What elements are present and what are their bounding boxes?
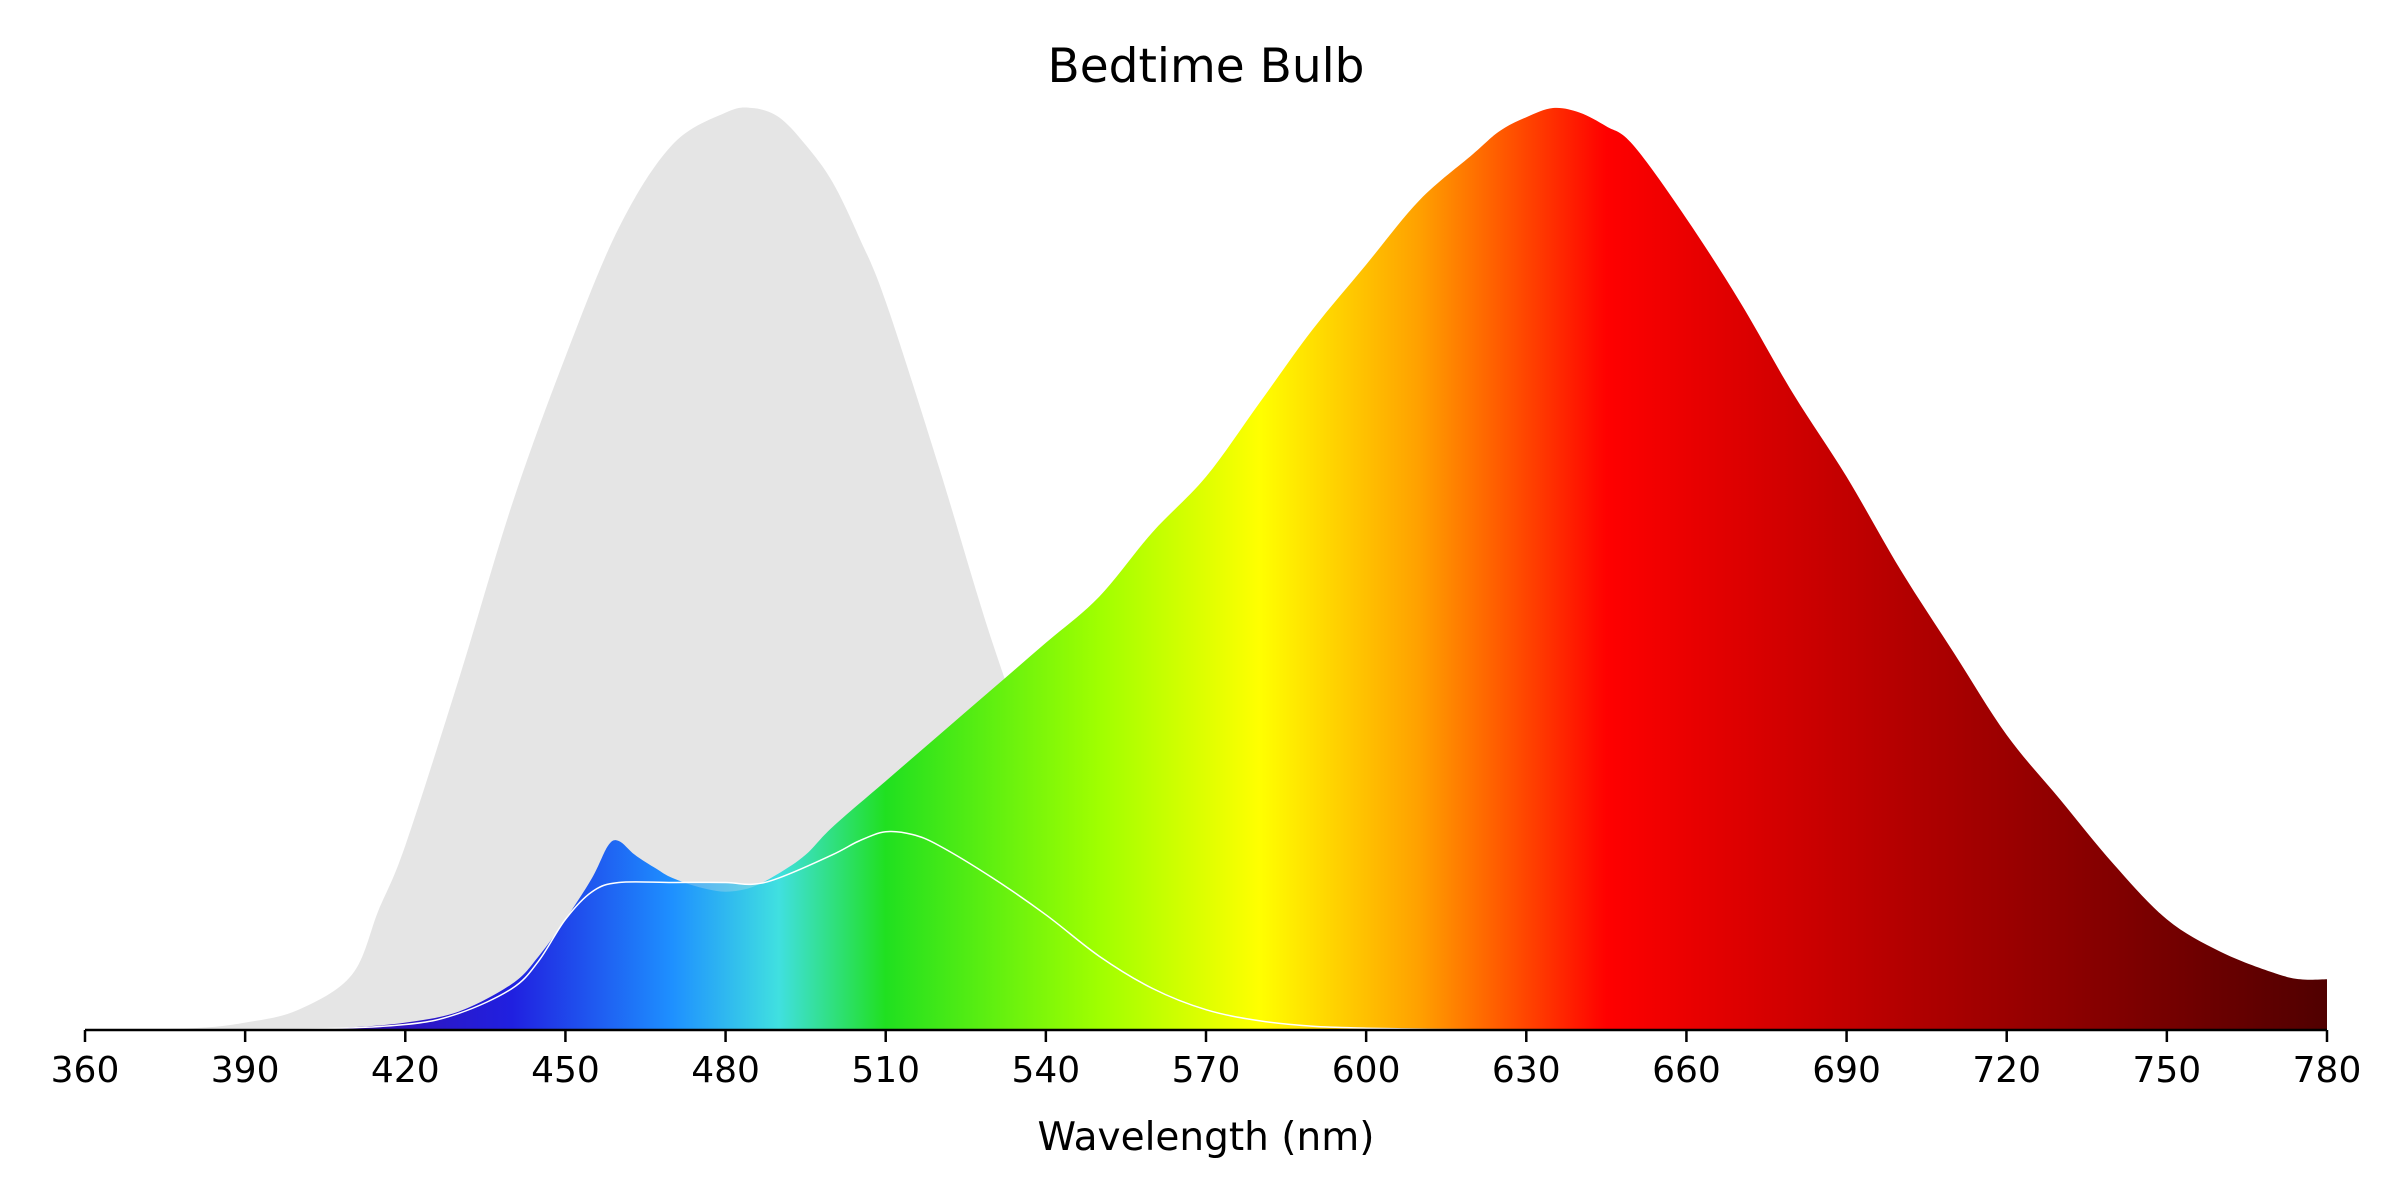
x-tick-label: 780: [2293, 1050, 2362, 1091]
x-tick-label: 690: [1812, 1050, 1881, 1091]
x-tick-label: 510: [851, 1050, 920, 1091]
x-tick-label: 450: [531, 1050, 600, 1091]
x-tick-label: 720: [1972, 1050, 2041, 1091]
x-tick-label: 630: [1492, 1050, 1561, 1091]
x-tick-label: 390: [211, 1050, 280, 1091]
melanopic-overlap-area: [84, 830, 1527, 1031]
chart-title: Bedtime Bulb: [1047, 39, 1364, 94]
x-tick-label: 750: [2132, 1050, 2201, 1091]
x-axis-label: Wavelength (nm): [1038, 1115, 1375, 1160]
plot-area: [84, 107, 2327, 1031]
x-axis-ticks: 360 390 420 450 480 510 540 570 600 630 660 690 720 7…: [51, 1030, 2362, 1091]
x-tick-label: 570: [1172, 1050, 1241, 1091]
x-tick-label: 600: [1332, 1050, 1401, 1091]
x-tick-label: 480: [691, 1050, 760, 1091]
bulb-emission-area: [85, 107, 2327, 1030]
x-tick-label: 660: [1652, 1050, 1721, 1091]
x-tick-label: 540: [1011, 1050, 1080, 1091]
x-tick-label: 420: [371, 1050, 440, 1091]
x-tick-label: 360: [51, 1050, 120, 1091]
melanopic-sensitivity-area: [85, 107, 1687, 1030]
